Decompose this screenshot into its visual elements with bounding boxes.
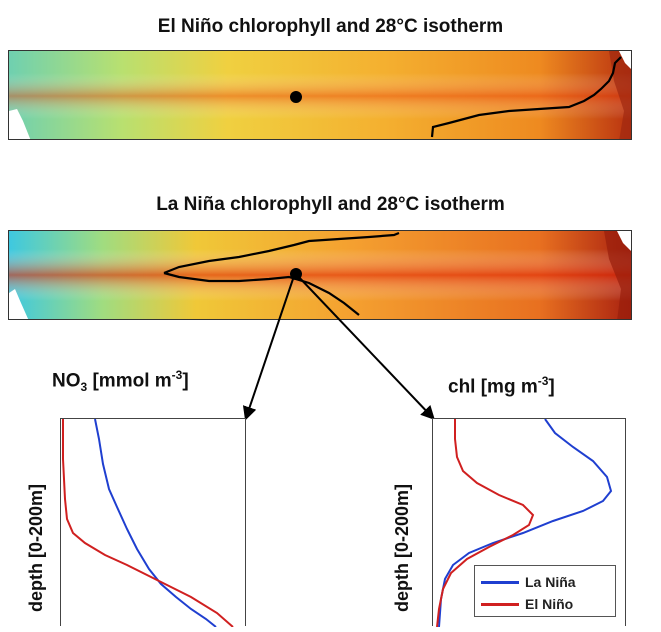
la-nina-28c-isotherm xyxy=(163,231,400,316)
el-nino-chlorophyll-map xyxy=(8,50,632,140)
el-nino-swatch xyxy=(481,602,519,606)
land-mass xyxy=(9,109,31,139)
legend-item-la-nina: La Niña xyxy=(481,572,576,592)
chl-profile-title: chl [mg m-3] xyxy=(448,374,555,398)
no3-profile-plot xyxy=(60,418,246,628)
chl-el-nino-curve xyxy=(436,419,535,628)
la-nina-chlorophyll-map xyxy=(8,230,632,320)
el-nino-map-title: El Niño chlorophyll and 28°C isotherm xyxy=(157,16,504,37)
el-nino-28c-isotherm xyxy=(430,56,622,138)
chl-la-nina-curve xyxy=(438,418,613,628)
land-mass xyxy=(9,289,29,319)
arrow-to-chl-profile xyxy=(294,272,435,421)
no3-profile-title: NO3 [mmol m-3] xyxy=(52,368,189,395)
no3-el-nino-curve xyxy=(62,419,234,628)
legend-label-la-nina: La Niña xyxy=(525,574,576,590)
la-nina-map-title: La Niña chlorophyll and 28°C isotherm xyxy=(156,194,505,215)
el-nino-station-marker xyxy=(290,91,302,103)
legend-item-el-nino: El Niño xyxy=(481,594,573,614)
arrow-to-no3-profile xyxy=(242,272,296,421)
no3-depth-axis-label: depth [0-200m] xyxy=(26,483,46,612)
la-nina-swatch xyxy=(481,580,519,584)
chl-depth-axis-label: depth [0-200m] xyxy=(392,483,412,612)
profile-legend: La Niña El Niño xyxy=(474,565,616,617)
legend-label-el-nino: El Niño xyxy=(525,596,574,612)
no3-la-nina-curve xyxy=(94,418,217,628)
